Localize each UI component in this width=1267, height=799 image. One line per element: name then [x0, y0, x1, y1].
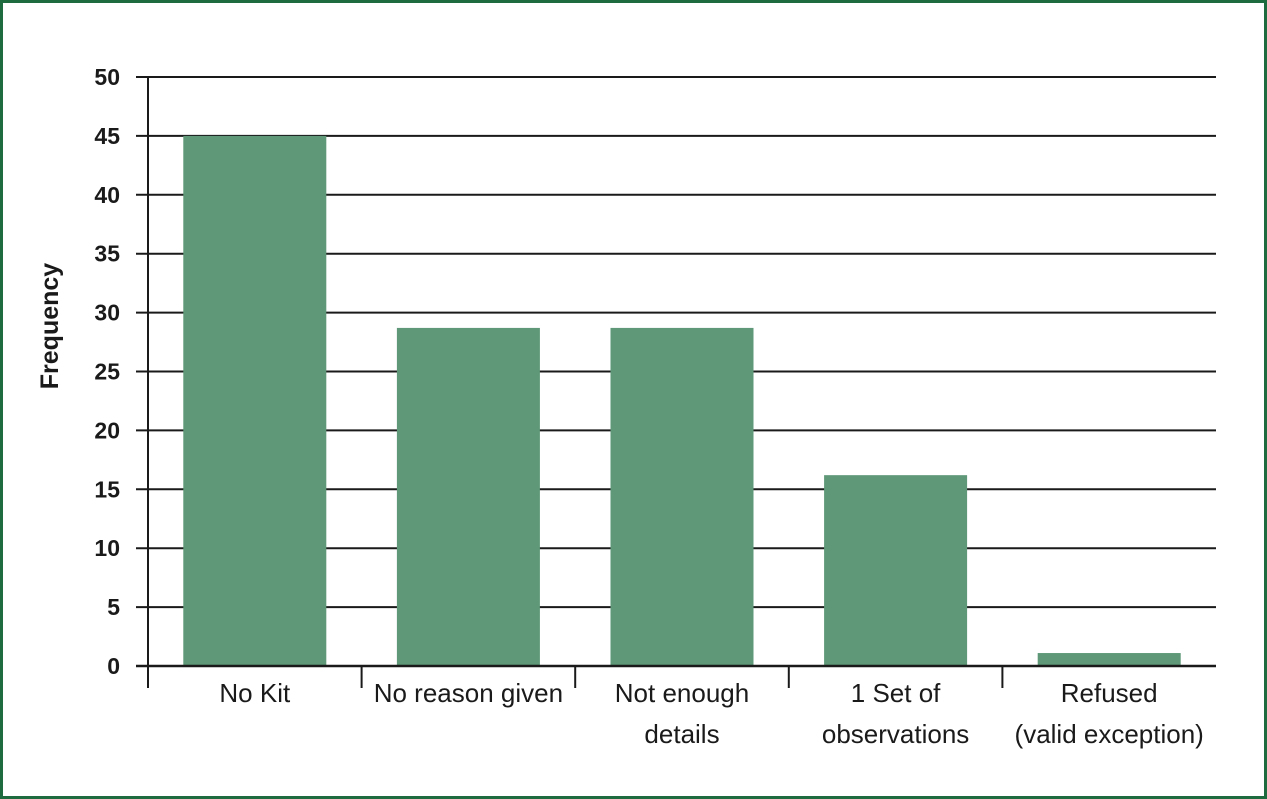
bar	[396, 327, 540, 666]
axes	[136, 77, 1216, 688]
y-tick-label: 15	[94, 476, 120, 502]
y-tick-label: 10	[94, 535, 120, 561]
x-tick-label: No Kit	[219, 678, 291, 708]
y-tick-label: 40	[94, 182, 120, 208]
x-tick-label: 1 Set of	[851, 678, 941, 708]
bars	[183, 135, 1181, 666]
x-tick-label: (valid exception)	[1015, 719, 1204, 749]
category-labels: No Kit No reason given Not enough details 1 …	[219, 678, 1203, 749]
y-tick-label: 25	[94, 359, 120, 385]
x-tick-label: details	[644, 719, 719, 749]
x-tick-label: Not enough	[615, 678, 749, 708]
y-tick-labels: 0 5 10 15 20 25 30 35 40 45 50	[94, 64, 120, 679]
x-tick-label: Refused	[1061, 678, 1158, 708]
bar	[1037, 653, 1181, 666]
y-tick-label: 45	[94, 123, 120, 149]
y-tick-label: 20	[94, 417, 120, 443]
y-tick-label: 35	[94, 241, 120, 267]
bar	[183, 135, 327, 666]
y-tick-label: 0	[107, 653, 120, 679]
bar	[824, 475, 968, 666]
x-tick-label: No reason given	[374, 678, 563, 708]
y-tick-label: 30	[94, 300, 120, 326]
y-tick-label: 50	[94, 64, 120, 90]
y-axis-title: Frequency	[36, 263, 64, 390]
bar	[610, 327, 754, 666]
y-tick-label: 5	[107, 594, 120, 620]
x-tick-label: observations	[822, 719, 969, 749]
